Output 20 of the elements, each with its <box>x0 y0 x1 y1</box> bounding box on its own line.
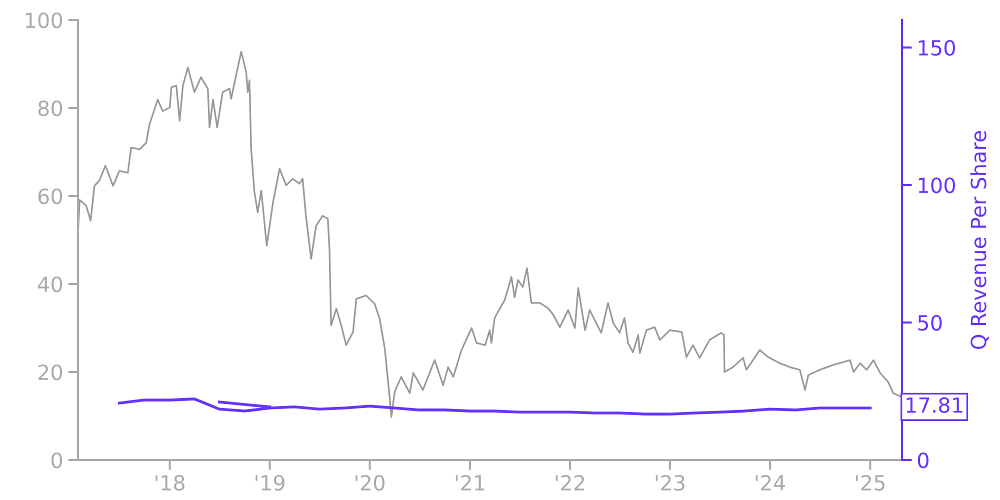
y2-tick-label: 100 <box>918 177 955 194</box>
y-tick-label: 100 <box>26 12 62 28</box>
y-tick-label: 0 <box>52 452 62 468</box>
y2-axis-title: Q Revenue Per Share <box>970 130 989 349</box>
y-tick-label: 20 <box>38 364 62 380</box>
x-tick-label: '24 <box>756 474 785 490</box>
x-tick-label: '18 <box>156 474 184 491</box>
x-tick-label: '22 <box>556 474 584 490</box>
x-tick-label: '19 <box>256 474 284 491</box>
x-tick-label: '20 <box>356 474 384 491</box>
y-tick-label: 60 <box>38 188 62 204</box>
y2-tick-label: 50 <box>918 314 942 331</box>
y-tick-label: 80 <box>38 100 62 116</box>
y2-tick-label: 150 <box>918 40 955 56</box>
y-tick-label: 40 <box>38 276 62 292</box>
text: 17.81 <box>906 397 962 413</box>
y2-tick-label: 0 <box>918 452 928 468</box>
x-tick-label: '23 <box>656 474 684 491</box>
x-tick-label: '21 <box>456 474 484 490</box>
x-tick-label: '25 <box>856 474 885 491</box>
